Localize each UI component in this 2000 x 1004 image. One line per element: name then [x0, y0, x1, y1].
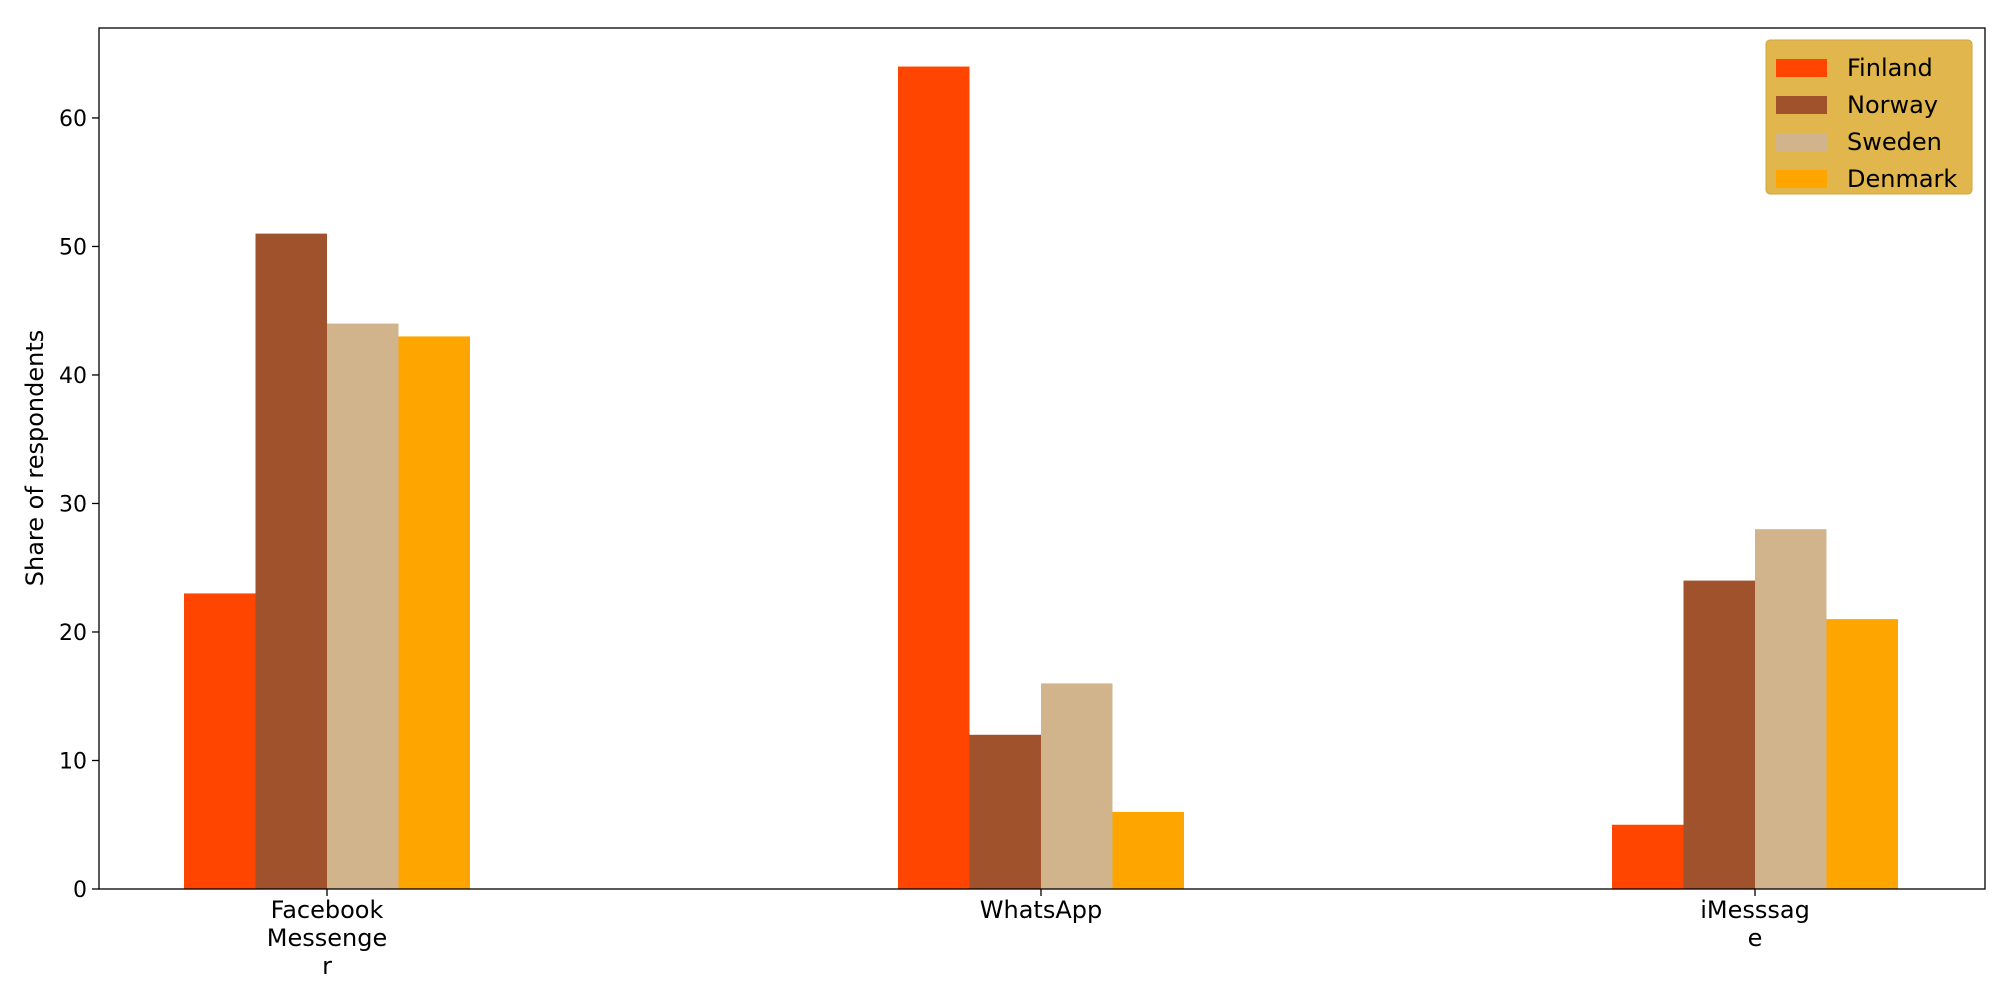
- bar-finland-1: [898, 66, 970, 890]
- bar-denmark-0: [398, 336, 470, 889]
- x-axis: Facebook Messenge r WhatsApp iMesssag e: [267, 889, 1810, 980]
- y-axis: 0 10 20 30 40 50 60: [59, 107, 99, 903]
- legend-label-denmark: Denmark: [1847, 165, 1957, 193]
- x-tick-label-line: e: [1748, 924, 1763, 952]
- x-tick-label-line: r: [322, 952, 332, 980]
- bar-norway-1: [969, 734, 1041, 889]
- legend-box: [1765, 39, 1973, 195]
- bar-finland-2: [1612, 824, 1684, 889]
- bar-sweden-0: [327, 323, 399, 889]
- y-tick-label: 30: [59, 492, 87, 517]
- x-tick-label-line: Messenge: [267, 924, 387, 952]
- bar-finland-0: [184, 593, 256, 889]
- bar-norway-0: [255, 233, 327, 890]
- y-tick-label: 0: [73, 878, 87, 903]
- x-tick-label-line: WhatsApp: [980, 896, 1102, 924]
- x-tick-label-line: iMesssag: [1700, 896, 1810, 924]
- bar-sweden-1: [1041, 683, 1113, 889]
- y-tick-label: 40: [59, 364, 87, 389]
- legend: Finland Norway Sweden Denmark: [1765, 39, 1973, 195]
- legend-label-sweden: Sweden: [1847, 128, 1942, 156]
- legend-swatch-finland: [1776, 59, 1827, 77]
- bar-denmark-2: [1826, 619, 1898, 889]
- y-tick-label: 20: [59, 621, 87, 646]
- y-axis-label: Share of respondents: [21, 330, 49, 587]
- bars-layer: [184, 66, 1898, 890]
- y-tick-label: 10: [59, 749, 87, 774]
- plot-frame: [98, 27, 1986, 890]
- y-tick-label: 60: [59, 107, 87, 132]
- bar-norway-2: [1683, 580, 1755, 889]
- x-tick-label: iMesssag e: [1700, 896, 1810, 952]
- y-tick-label: 50: [59, 235, 87, 260]
- legend-swatch-sweden: [1776, 133, 1827, 151]
- x-tick-label-line: Facebook: [271, 896, 384, 924]
- legend-label-finland: Finland: [1847, 54, 1933, 82]
- legend-swatch-denmark: [1776, 170, 1827, 188]
- legend-swatch-norway: [1776, 96, 1827, 114]
- bar-denmark-1: [1112, 811, 1184, 889]
- x-tick-label: WhatsApp: [980, 896, 1102, 924]
- legend-label-norway: Norway: [1847, 91, 1938, 119]
- bar-sweden-2: [1755, 529, 1827, 889]
- x-tick-label: Facebook Messenge r: [267, 896, 387, 980]
